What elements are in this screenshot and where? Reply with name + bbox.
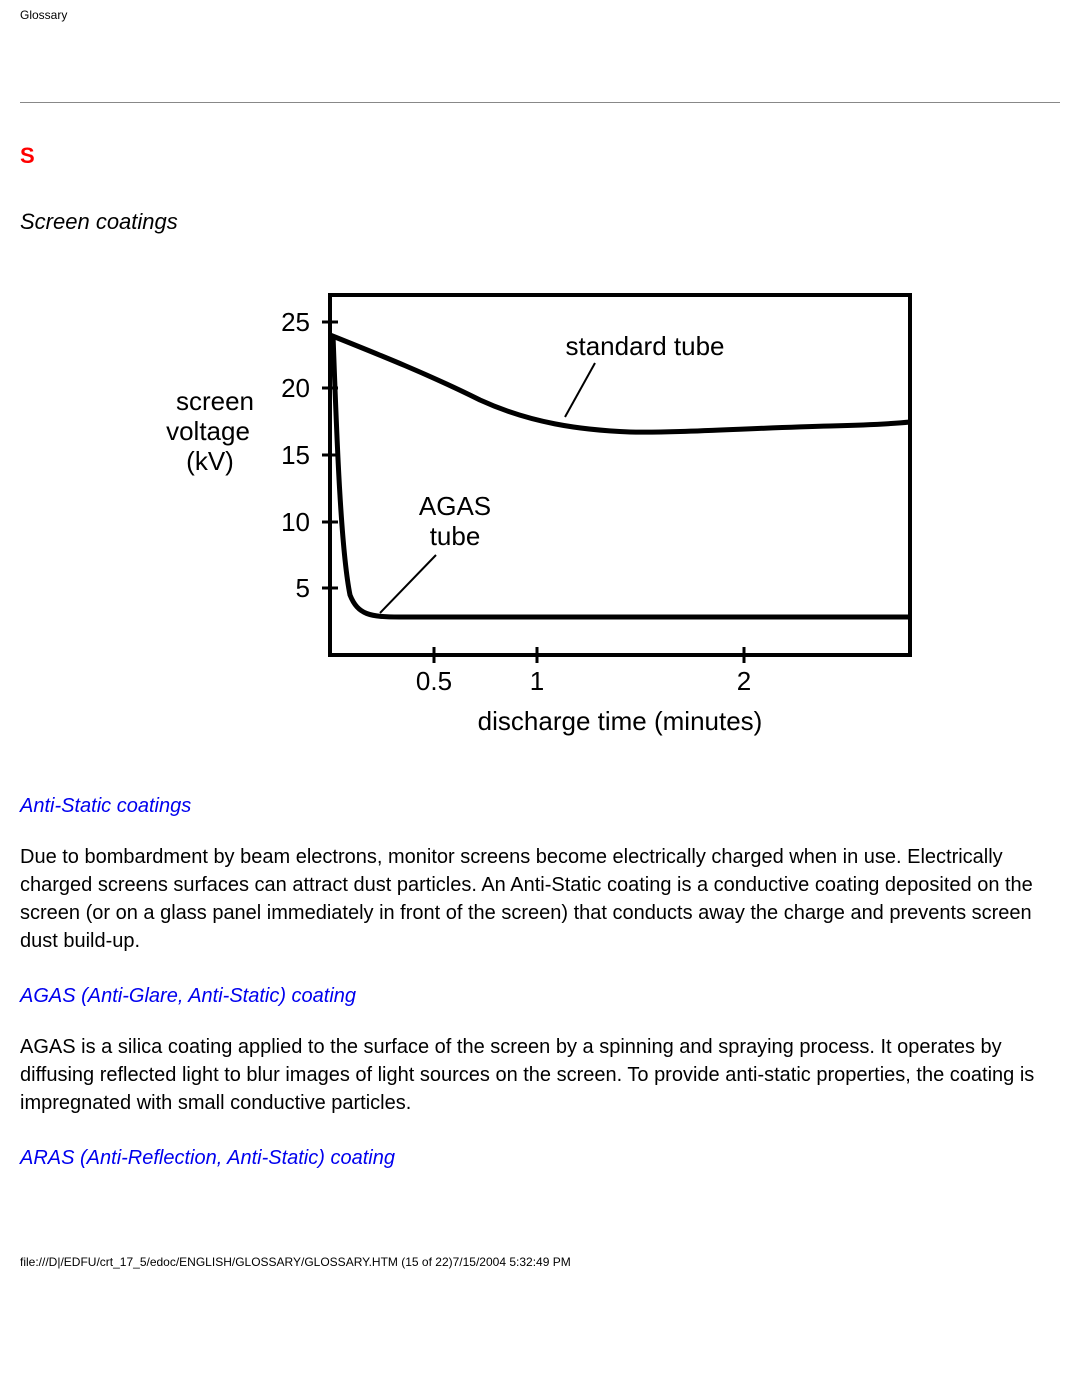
section-divider	[20, 102, 1060, 103]
annotation-agas-1: AGAS	[419, 491, 491, 521]
page-footer: file:///D|/EDFU/crt_17_5/edoc/ENGLISH/GL…	[0, 1215, 1080, 1279]
body-antistatic: Due to bombardment by beam electrons, mo…	[20, 843, 1060, 955]
pointer-standard	[565, 363, 595, 417]
ytick-5: 5	[296, 573, 310, 603]
ytick-10: 10	[281, 507, 310, 537]
pointer-agas	[380, 555, 436, 613]
section-letter: S	[20, 143, 1060, 169]
body-agas: AGAS is a silica coating applied to the …	[20, 1033, 1060, 1117]
heading-aras: ARAS (Anti-Reflection, Anti-Static) coat…	[20, 1147, 1060, 1170]
ytick-25: 25	[281, 307, 310, 337]
y-label-line1: screen	[176, 386, 254, 416]
page-content: S Screen coatings 5 10 15 20 25	[0, 102, 1080, 1215]
curve-agas	[333, 335, 910, 617]
page-header-label: Glossary	[0, 0, 1080, 22]
y-label-line3: (kV)	[186, 446, 234, 476]
heading-agas: AGAS (Anti-Glare, Anti-Static) coating	[20, 985, 1060, 1008]
xtick-0.5: 0.5	[416, 666, 452, 696]
xtick-2: 2	[737, 666, 751, 696]
y-label-line2: voltage	[166, 416, 250, 446]
heading-antistatic: Anti-Static coatings	[20, 795, 1060, 818]
xtick-1: 1	[530, 666, 544, 696]
section-title: Screen coatings	[20, 209, 1060, 235]
chart-container: 5 10 15 20 25 0.5 1 2 screen	[20, 265, 1060, 745]
ytick-15: 15	[281, 440, 310, 470]
annotation-standard: standard tube	[565, 331, 724, 361]
discharge-chart: 5 10 15 20 25 0.5 1 2 screen	[150, 265, 930, 745]
annotation-agas-2: tube	[430, 521, 481, 551]
x-label: discharge time (minutes)	[478, 706, 763, 736]
ytick-20: 20	[281, 373, 310, 403]
